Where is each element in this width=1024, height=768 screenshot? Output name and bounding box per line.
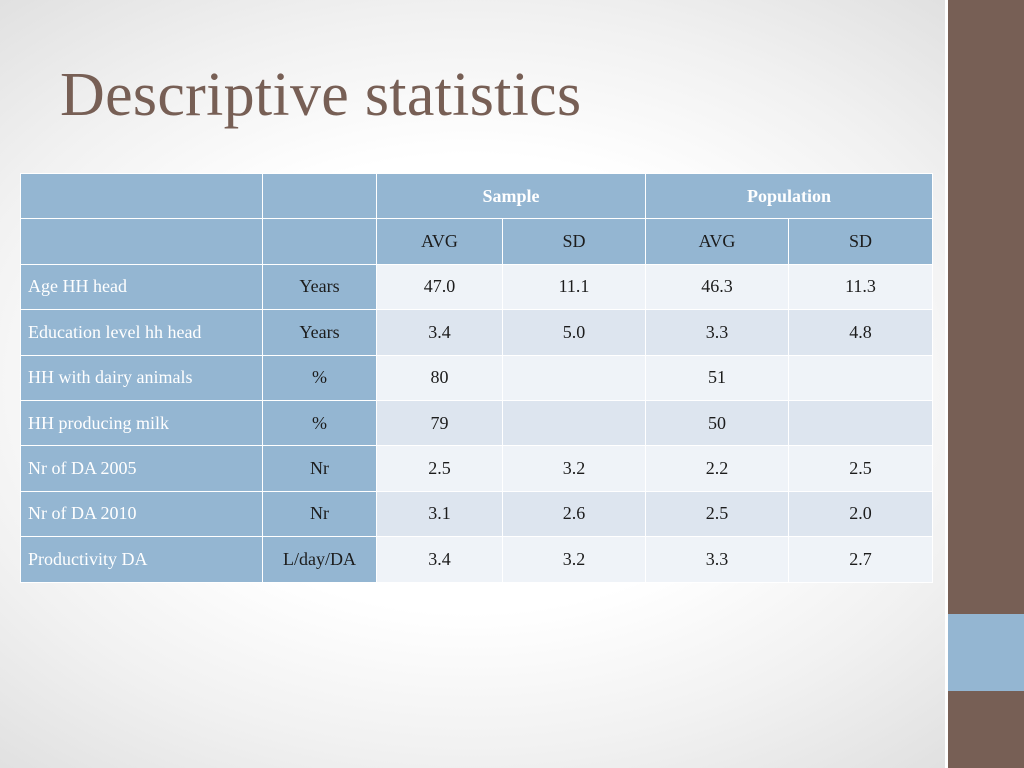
row-unit: Nr xyxy=(262,490,377,538)
row-label: Education level hh head xyxy=(20,309,263,356)
population-avg-cell: 2.5 xyxy=(645,490,790,538)
population-sd-cell: 2.7 xyxy=(788,536,934,583)
sub-header-population-sd: SD xyxy=(788,218,934,265)
group-header-population: Population xyxy=(645,172,934,220)
row-label: HH with dairy animals xyxy=(20,354,263,401)
sample-sd-cell xyxy=(501,399,647,447)
table-row: Age HH head Years 47.0 11.1 46.3 11.3 xyxy=(20,263,934,311)
row-unit: % xyxy=(262,399,377,447)
row-unit: Nr xyxy=(262,445,377,492)
row-label: Productivity DA xyxy=(20,536,263,583)
row-unit: L/day/DA xyxy=(262,536,377,583)
population-sd-cell: 11.3 xyxy=(788,263,934,311)
sub-header-sample-avg: AVG xyxy=(376,218,503,265)
population-sd-cell xyxy=(788,399,934,447)
table-row: HH producing milk% 79 50 xyxy=(20,399,934,447)
population-sd-cell: 2.5 xyxy=(788,445,934,492)
sample-sd-cell: 5.0 xyxy=(501,309,647,356)
row-label: Nr of DA 2005 xyxy=(20,445,263,492)
header-blank-cell xyxy=(20,218,263,265)
row-label: Nr of DA 2010 xyxy=(20,490,263,538)
table-row: Nr of DA 2005 Nr 2.5 3.2 2.2 2.5 xyxy=(20,445,934,492)
sample-avg-cell: 2.5 xyxy=(376,445,503,492)
row-unit: Years xyxy=(262,263,377,311)
slide-title: Descriptive statistics xyxy=(60,61,582,129)
table-row: Productivity DA L/day/DA 3.4 3.2 3.3 2.7 xyxy=(20,536,934,583)
sub-header-population-avg: AVG xyxy=(645,218,790,265)
sample-avg-cell: 47.0 xyxy=(376,263,503,311)
side-bar-accent xyxy=(948,614,1024,691)
row-unit: Years xyxy=(262,309,377,356)
table-body: Sample Population AVG SD AVG SD Age HH h… xyxy=(20,172,934,583)
population-sd-cell: 2.0 xyxy=(788,490,934,538)
sample-avg-cell: 79 xyxy=(376,399,503,447)
sample-sd-cell: 11.1 xyxy=(501,263,647,311)
sample-sd-cell: 2.6 xyxy=(501,490,647,538)
row-label: HH producing milk xyxy=(20,399,263,447)
population-sd-cell xyxy=(788,354,934,401)
row-unit: % xyxy=(262,354,377,401)
table-row: Education level hh head Years 3.4 5.0 3.3 4.8 xyxy=(20,309,934,356)
population-avg-cell: 3.3 xyxy=(645,536,790,583)
sub-header-row: AVG SD AVG SD xyxy=(20,218,934,265)
header-blank-cell xyxy=(262,172,377,220)
sample-sd-cell: 3.2 xyxy=(501,536,647,583)
population-sd-cell: 4.8 xyxy=(788,309,934,356)
sample-sd-cell: 3.2 xyxy=(501,445,647,492)
population-avg-cell: 50 xyxy=(645,399,790,447)
group-header-row: Sample Population xyxy=(20,172,934,220)
descriptive-statistics-table: Sample Population AVG SD AVG SD Age HH h… xyxy=(20,172,934,583)
sub-header-sample-sd: SD xyxy=(501,218,647,265)
population-avg-cell: 3.3 xyxy=(645,309,790,356)
sample-avg-cell: 80 xyxy=(376,354,503,401)
population-avg-cell: 46.3 xyxy=(645,263,790,311)
row-label: Age HH head xyxy=(20,263,263,311)
header-blank-cell xyxy=(262,218,377,265)
table-row: HH with dairy animals% 80 51 xyxy=(20,354,934,401)
side-bar-gap xyxy=(945,0,948,768)
sample-avg-cell: 3.1 xyxy=(376,490,503,538)
group-header-sample: Sample xyxy=(375,172,647,220)
sample-sd-cell xyxy=(501,354,647,401)
sample-avg-cell: 3.4 xyxy=(376,309,503,356)
table-row: Nr of DA 2010 Nr 3.1 2.6 2.5 2.0 xyxy=(20,490,934,538)
sample-avg-cell: 3.4 xyxy=(376,536,503,583)
population-avg-cell: 51 xyxy=(645,354,790,401)
header-blank-cell xyxy=(20,172,263,220)
population-avg-cell: 2.2 xyxy=(645,445,790,492)
